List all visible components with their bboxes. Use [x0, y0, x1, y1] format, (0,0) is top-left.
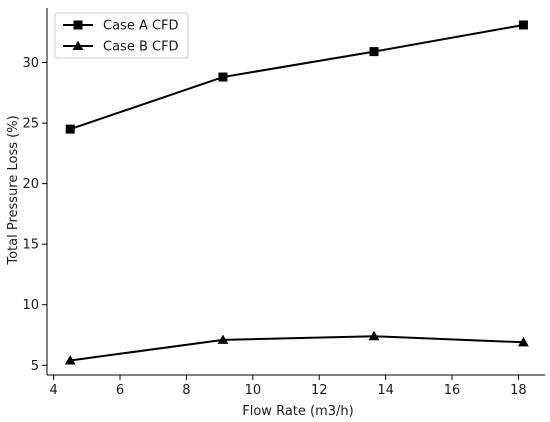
x-tick-label: 4	[49, 383, 57, 398]
x-tick-label: 6	[116, 383, 124, 398]
legend-marker	[73, 20, 83, 30]
data-point	[218, 72, 228, 82]
x-tick-label: 10	[245, 383, 262, 398]
y-axis-label: Total Pressure Loss (%)	[6, 115, 21, 265]
y-tick-label: 30	[22, 56, 39, 71]
y-tick-label: 25	[22, 117, 39, 132]
data-point	[64, 355, 76, 365]
series-2	[64, 330, 529, 365]
x-tick-label: 8	[182, 383, 190, 398]
data-point	[518, 20, 528, 30]
data-point	[65, 124, 75, 134]
y-tick-label: 20	[22, 177, 39, 192]
x-axis: 4 6 8 10 12 14 16 18	[47, 374, 545, 398]
series-line	[70, 335, 524, 362]
x-tick-label: 18	[510, 383, 527, 398]
data-point	[217, 334, 229, 344]
data-point	[369, 47, 379, 57]
series-layer	[64, 20, 529, 365]
series-1	[65, 20, 528, 134]
y-tick-label: 5	[31, 359, 39, 374]
legend-label: Case B CFD	[103, 40, 179, 55]
data-point	[518, 336, 529, 347]
data-point	[368, 330, 380, 341]
x-tick-label: 16	[444, 383, 461, 398]
x-axis-label: Flow Rate (m3/h)	[242, 404, 353, 419]
legend-item: Case A CFD	[63, 19, 179, 34]
y-axis: 5 10 15 20 25 30	[22, 8, 48, 375]
y-tick-label: 15	[22, 238, 39, 253]
legend-item: Case B CFD	[63, 40, 179, 55]
y-tick-label: 10	[22, 298, 39, 313]
x-tick-label: 14	[377, 383, 394, 398]
x-tick-label: 12	[311, 383, 328, 398]
legend-marker	[72, 40, 84, 51]
legend: Case A CFD Case B CFD	[54, 12, 189, 59]
legend-label: Case A CFD	[103, 19, 179, 34]
series-line	[69, 23, 524, 131]
